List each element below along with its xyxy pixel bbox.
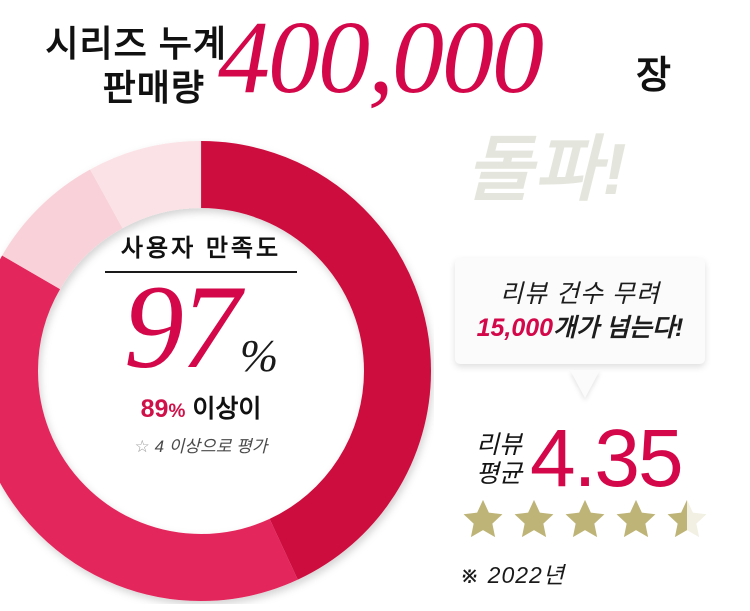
review-count-line1: 리뷰 건수 무려 xyxy=(500,280,660,308)
header-title-block: 시리즈 누계 판매량 xyxy=(18,22,233,110)
breakthrough-text: 돌파! xyxy=(466,130,629,210)
review-average-row: 리뷰 평균 4.35 xyxy=(476,413,684,504)
donut-segments xyxy=(0,141,431,601)
year-footnote: ※ 2022년 xyxy=(460,562,565,588)
star-icon-5-half xyxy=(664,497,710,541)
review-average-label-line2: 평균 xyxy=(476,460,523,488)
review-count-bubble: 리뷰 건수 무려 15,000개가 넘는다! xyxy=(455,258,705,364)
total-sales-unit: 장 xyxy=(636,55,671,97)
donut-segment-4 xyxy=(0,141,431,601)
review-count-line2: 15,000개가 넘는다! xyxy=(465,311,695,345)
header-title-line2: 판매량 xyxy=(102,67,205,108)
star-icon-4 xyxy=(613,497,659,541)
review-average-label: 리뷰 평균 xyxy=(476,431,522,489)
donut-segment-2 xyxy=(0,141,431,601)
satisfaction-donut-chart xyxy=(0,138,434,604)
total-sales-number: 400,000 xyxy=(218,0,544,115)
review-average-label-line1: 리뷰 xyxy=(476,431,523,459)
star-icon-3 xyxy=(562,497,608,541)
review-count-value: 15,000 xyxy=(476,314,554,342)
review-count-suffix: 개가 넘는다! xyxy=(553,314,684,342)
star-icon-1 xyxy=(460,497,506,541)
review-average-value: 4.35 xyxy=(530,413,684,504)
star-rating xyxy=(460,497,710,541)
star-icon-2 xyxy=(511,497,557,541)
bubble-tail-pointer xyxy=(570,370,600,398)
header-title-line1: 시리즈 누계 xyxy=(45,23,227,64)
